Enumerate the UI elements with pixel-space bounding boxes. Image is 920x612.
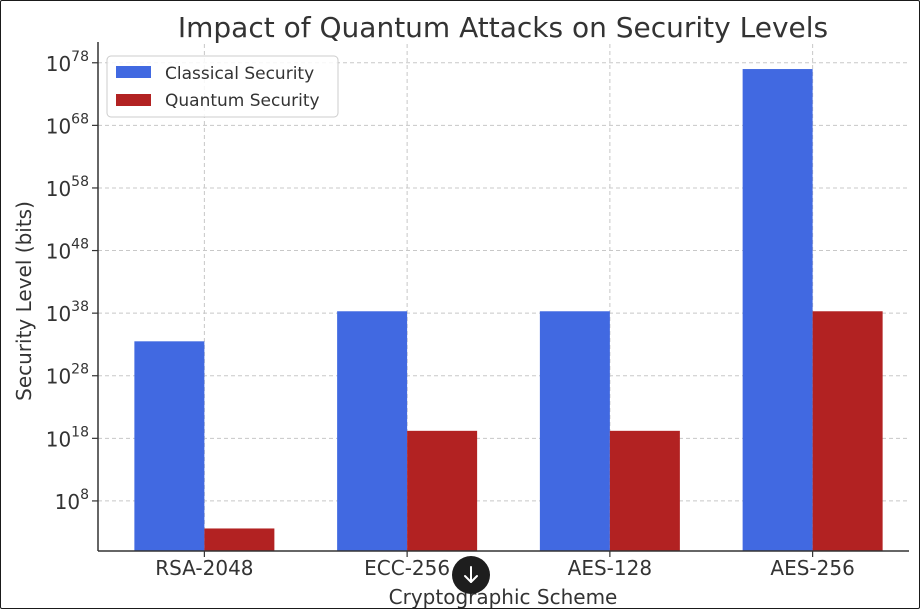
- x-tick-label: RSA-2048: [155, 556, 253, 580]
- arrow-down-icon: [464, 566, 478, 583]
- y-tick-label: 1018: [46, 424, 89, 451]
- bar-quantum-rsa-2048: [204, 528, 275, 551]
- scroll-down-button[interactable]: [452, 556, 490, 594]
- legend-swatch-classical: [116, 66, 151, 78]
- x-tick-label: AES-256: [770, 556, 854, 580]
- bar-quantum-ecc-256: [407, 430, 478, 551]
- y-ticks: 108 1018 1028 1038 1048 1058 1068 1078: [46, 49, 98, 514]
- x-tick-label: ECC-256: [364, 556, 450, 580]
- legend-box: [106, 55, 339, 118]
- bar-classical-ecc-256: [337, 311, 408, 551]
- y-tick-label: 108: [55, 487, 89, 514]
- bar-classical-aes-128: [539, 311, 610, 551]
- axes: [97, 42, 909, 552]
- y-tick-label: 1048: [46, 237, 89, 264]
- bar-quantum-aes-128: [609, 430, 680, 551]
- legend-label-classical: Classical Security: [165, 64, 314, 84]
- chart-title: Impact of Quantum Attacks on Security Le…: [178, 11, 828, 44]
- x-ticks: RSA-2048 ECC-256 AES-128 AES-256: [155, 551, 855, 580]
- bar-classical-rsa-2048: [134, 341, 205, 551]
- x-tick-label: AES-128: [568, 556, 652, 580]
- legend: Classical Security Quantum Security: [106, 55, 339, 118]
- x-axis-label: Cryptographic Scheme: [389, 585, 618, 608]
- y-tick-label: 1058: [46, 174, 89, 201]
- legend-label-quantum: Quantum Security: [165, 91, 320, 111]
- bar-classical-aes-256: [742, 69, 813, 551]
- y-tick-label: 1028: [46, 362, 89, 389]
- bar-quantum-aes-256: [812, 311, 883, 551]
- legend-swatch-quantum: [116, 94, 151, 106]
- y-axis-label: Security Level (bits): [12, 201, 36, 401]
- y-tick-label: 1078: [46, 49, 89, 76]
- y-tick-label: 1068: [46, 111, 89, 138]
- bars: [134, 69, 883, 551]
- y-tick-label: 1038: [46, 299, 89, 326]
